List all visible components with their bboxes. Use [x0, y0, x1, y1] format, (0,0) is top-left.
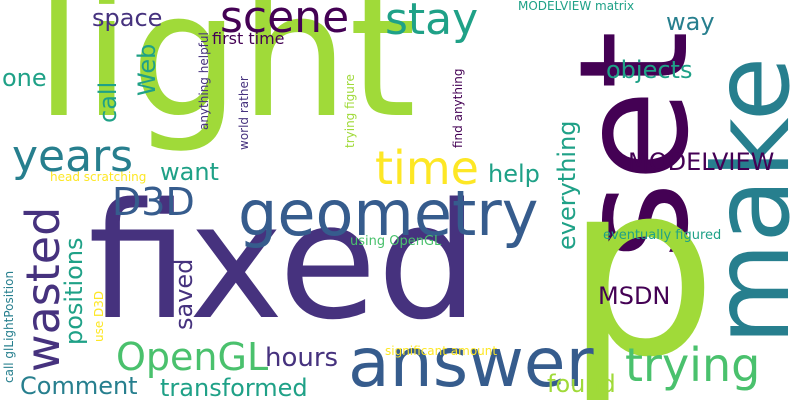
word-positions: positions: [60, 237, 88, 345]
word-fixed: fixed: [88, 168, 479, 355]
word-web: Web: [133, 43, 161, 96]
word-transformed: transformed: [160, 374, 308, 400]
word-modelview-matrix: MODELVIEW matrix: [518, 0, 635, 13]
word-trying-figure: trying figure: [343, 74, 357, 148]
word-space: space: [92, 4, 163, 32]
word-using-opengl: using OpenGL: [350, 234, 442, 249]
word-world-rather: world rather: [237, 76, 251, 150]
word-call-gllightposition: call glLightPosition: [2, 270, 16, 383]
word-way: way: [666, 8, 715, 36]
word-use-d3d: use D3D: [92, 290, 106, 342]
word-everything: everything: [553, 120, 581, 250]
word-eventually-figured: eventually figured: [603, 228, 722, 243]
word-anything-helpful: anything helpful: [197, 32, 211, 130]
word-objects: objects: [606, 56, 693, 84]
word-msdn: MSDN: [598, 282, 671, 310]
word-one: one: [2, 64, 47, 92]
word-saved: saved: [170, 258, 198, 330]
word-opengl: OpenGL: [116, 335, 269, 379]
word-p: p: [565, 130, 718, 400]
word-light: light: [35, 0, 417, 156]
word-time: time: [375, 141, 479, 195]
word-d3d: D3D: [112, 180, 195, 224]
word-geometry: geometry: [238, 177, 539, 250]
word-answer: answer: [348, 324, 594, 400]
word-years: years: [12, 131, 134, 182]
word-help: help: [488, 160, 540, 188]
word-stay: stay: [385, 0, 479, 45]
word-modelview: MODELVIEW: [628, 148, 775, 176]
word-comment: Comment: [20, 372, 138, 400]
word-want: want: [160, 158, 219, 186]
word-trying: trying: [625, 338, 761, 392]
word-scene: scene: [220, 0, 350, 43]
word-hours: hours: [265, 343, 339, 373]
word-found: found: [547, 370, 616, 398]
word-first-time: first time: [212, 29, 285, 48]
word-find-anything: find anything: [451, 68, 465, 148]
word-significant-amount: significant amount: [385, 344, 498, 358]
word-head-scratching: head scratching: [50, 170, 147, 184]
word-call: call: [94, 81, 122, 123]
